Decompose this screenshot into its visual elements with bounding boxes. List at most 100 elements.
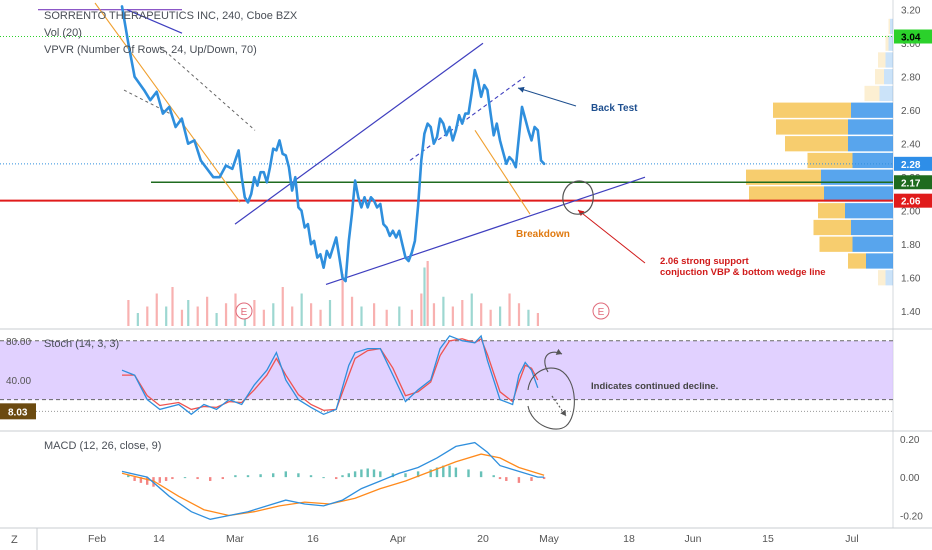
macd-histogram-bar [309,475,313,478]
stoch-dotted-arrow [551,395,567,417]
earnings-marker-label: E [241,307,248,318]
volume-bar [398,306,401,326]
macd-histogram-bar [454,467,458,478]
channel-top [126,9,183,34]
volume-bar [350,296,354,326]
vpvr-down-bar [776,119,848,135]
price-line [120,5,546,283]
time-tick-label: Feb [88,533,106,545]
vpvr-up-bar [885,52,893,68]
stoch-tick-label: 40.00 [6,376,31,387]
macd-pane[interactable] [121,441,546,520]
stoch-k-line [121,334,539,416]
macd-histogram-bar [335,477,338,480]
macd-histogram-bar [164,477,168,481]
macd-histogram-bar [259,474,262,478]
vpvr-up-bar [824,186,893,202]
macd-histogram-bar [505,477,508,481]
price-axis[interactable] [893,0,932,550]
vpvr-up-bar [866,253,893,269]
decline-note: Indicates continued decline. [591,381,718,392]
price-badge-label: 2.06 [901,197,921,208]
volume-bar [451,306,454,326]
volume-bar [206,296,209,326]
volume-bar [319,309,322,326]
time-tick-label: 15 [762,533,774,545]
volume-bar [341,274,344,326]
vpvr-up-bar [845,203,893,219]
earnings-marker-2[interactable]: E [592,302,610,320]
vpvr-down-bar [773,102,851,118]
volume-bar [442,296,445,326]
volume-bar [171,287,174,326]
volume-bar [410,309,413,326]
price-tick-label: 1.40 [901,307,921,318]
support-note-line2: conjuction VBP & bottom wedge line [660,267,826,278]
support-note-line1: 2.06 strong support [660,256,750,267]
volume-bar [165,306,168,326]
volume-bar [470,293,473,326]
time-tick-label: Jun [685,533,702,545]
volume-bar [127,300,130,326]
symbol-legend[interactable]: SORRENTO THERAPEUTICS INC, 240, Cboe BZX [44,10,298,22]
stoch-pane[interactable] [0,334,893,430]
price-badge [894,156,932,171]
time-tick-label: May [539,533,560,545]
wedge-upper [234,42,484,225]
wedge-midline [409,76,526,161]
macd-histogram-bar [416,471,420,478]
macd-line [121,441,545,520]
vpvr-up-bar [884,69,893,85]
vpvr-up-bar [879,85,893,102]
corner-letter[interactable]: Z [11,534,18,546]
price-tick-label: 2.60 [901,106,921,117]
macd-histogram-bar [404,473,407,478]
vpvr-down-bar [785,136,848,152]
volume-bar [234,293,237,326]
vpvr-down-bar [878,270,886,286]
price-tick-label: 3.00 [901,39,921,50]
price-badge [894,29,932,44]
vpvr-up-bar [885,270,893,286]
time-tick-label: 20 [477,533,489,545]
vpvr-profile [746,18,893,286]
volume-bar [300,293,303,326]
volume-bar [480,303,483,326]
macd-histogram-bar [429,469,432,478]
volume-bar [328,300,332,326]
macd-histogram-bar [366,468,369,478]
orange-trend-1 [94,2,241,203]
time-tick-label: 14 [153,533,165,545]
price-tick-label: 1.80 [901,240,921,251]
vpvr-legend[interactable]: VPVR (Number Of Rows, 24, Up/Down, 70) [44,44,257,56]
support-arrow [577,209,646,264]
vpvr-down-bar [819,236,853,252]
earnings-marker-1[interactable]: E [235,302,253,320]
macd-tick-label: 0.00 [900,473,920,484]
macd-histogram-bar [234,475,237,478]
macd-histogram-bar [146,477,149,485]
macd-signal-line [121,453,545,517]
macd-histogram-bar [284,471,287,478]
volume-bar [224,303,228,326]
horizontal-levels [0,36,893,202]
macd-histogram-bar [498,477,502,480]
volume-bar [461,300,464,326]
macd-histogram-bar [479,471,483,478]
vpvr-up-bar [848,119,893,135]
price-pane[interactable] [0,0,893,329]
macd-legend[interactable]: MACD (12, 26, close, 9) [44,440,161,452]
volume-bar [420,293,423,326]
volume-bar [291,306,294,326]
macd-histogram-bar [209,477,212,481]
back-test-label: Back Test [591,103,638,114]
volume-bar [517,303,521,326]
breakdown-label: Breakdown [516,229,570,240]
stoch-legend[interactable]: Stoch (14, 3, 3) [44,338,119,350]
time-tick-label: Apr [390,533,407,545]
volume-legend[interactable]: Vol (20) [44,27,82,39]
vpvr-down-bar [875,69,884,85]
volume-bar [180,309,184,326]
vpvr-up-bar [888,35,893,51]
